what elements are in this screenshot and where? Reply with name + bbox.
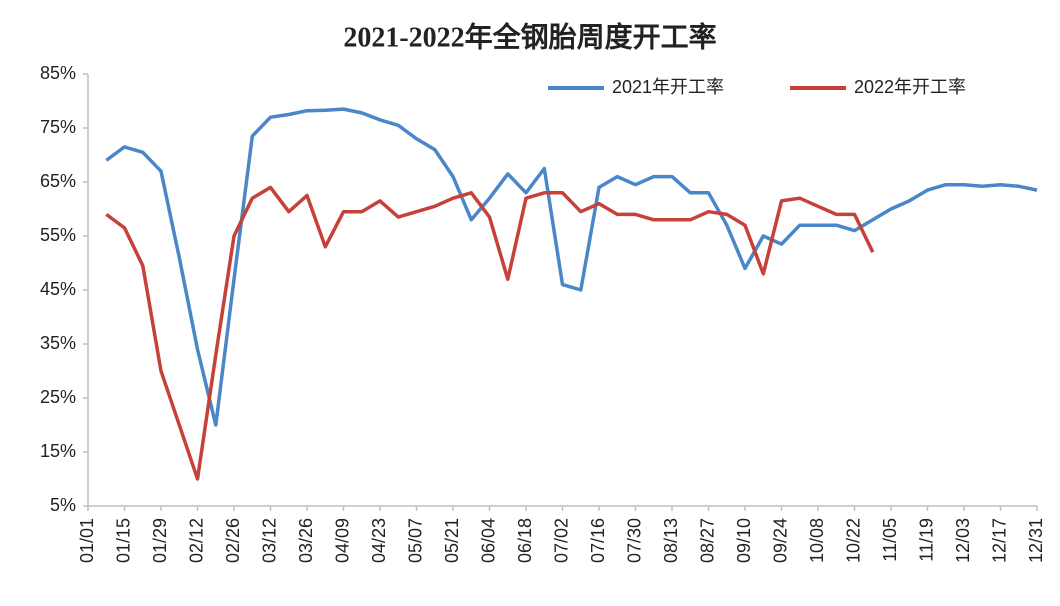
x-tick-label: 11/05: [880, 518, 900, 562]
series-line: [105, 107, 1038, 427]
chart-title: 2021-2022年全钢胎周度开工率: [343, 20, 716, 53]
y-tick-label: 25%: [40, 387, 76, 407]
y-tick-label: 75%: [40, 117, 76, 137]
series-line: [105, 185, 875, 481]
x-tick-label: 09/24: [770, 518, 790, 563]
y-tick-label: 55%: [40, 225, 76, 245]
x-tick-label: 10/08: [807, 518, 827, 563]
x-tick-label: 04/23: [369, 518, 389, 563]
x-tick-label: 05/21: [442, 518, 462, 563]
legend-label: 2021年开工率: [612, 77, 724, 97]
x-tick-label: 12/03: [953, 518, 973, 563]
x-tick-label: 01/29: [150, 518, 170, 563]
legend-label: 2022年开工率: [854, 77, 966, 97]
x-tick-label: 08/13: [661, 518, 681, 563]
x-tick-label: 09/10: [734, 518, 754, 563]
x-tick-label: 01/15: [113, 518, 133, 563]
y-tick-label: 45%: [40, 279, 76, 299]
x-tick-label: 08/27: [697, 518, 717, 563]
x-tick-label: 03/26: [296, 518, 316, 563]
x-tick-label: 03/12: [259, 518, 279, 563]
x-tick-label: 02/12: [186, 518, 206, 563]
x-tick-label: 12/17: [989, 518, 1009, 563]
y-tick-label: 5%: [50, 495, 76, 515]
x-tick-label: 07/16: [588, 518, 608, 563]
x-tick-label: 07/02: [551, 518, 571, 563]
x-tick-label: 05/07: [405, 518, 425, 563]
x-tick-label: 06/04: [478, 518, 498, 563]
y-tick-label: 35%: [40, 333, 76, 353]
y-tick-label: 15%: [40, 441, 76, 461]
x-tick-label: 11/19: [916, 518, 936, 562]
x-tick-label: 01/01: [77, 518, 97, 563]
x-tick-label: 07/30: [624, 518, 644, 563]
y-tick-label: 85%: [40, 63, 76, 83]
y-tick-label: 65%: [40, 171, 76, 191]
x-tick-label: 10/22: [843, 518, 863, 563]
x-tick-label: 06/18: [515, 518, 535, 563]
x-tick-label: 04/09: [332, 518, 352, 563]
x-tick-label: 12/31: [1026, 518, 1046, 563]
x-tick-label: 02/26: [223, 518, 243, 563]
